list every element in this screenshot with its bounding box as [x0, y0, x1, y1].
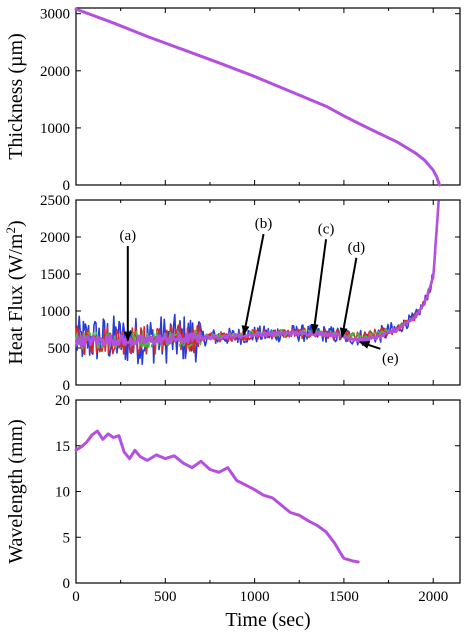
y-tick-label: 1000 — [40, 304, 70, 320]
annotation-label: (c) — [318, 221, 335, 237]
y-tick-label: 0 — [63, 178, 71, 194]
y-tick-label: 0 — [63, 378, 71, 394]
y-tick-label: 3000 — [40, 7, 70, 23]
x-tick-label: 0 — [72, 589, 80, 605]
y-tick-label: 2000 — [40, 64, 70, 80]
annotation-label: (d) — [348, 240, 366, 256]
y-tick-label: 1500 — [40, 267, 70, 283]
wavelength-panel: 0 500 1000 1500 2000 0 5 10 15 20 Wavelength (mm) T… — [5, 393, 461, 631]
y-tick-label: 1000 — [40, 121, 70, 137]
series-line — [74, 200, 440, 348]
annotation-arrow — [310, 239, 328, 335]
y-tick-label: 2000 — [40, 230, 70, 246]
x-axis-label: Time (sec) — [225, 609, 310, 631]
y-tick-label: 5 — [63, 530, 71, 546]
thickness-panel: 0 1000 2000 3000 Thickness (µm) — [5, 7, 461, 194]
plot-frame — [75, 399, 461, 584]
annotation-arrow — [359, 341, 381, 350]
annotation-arrow — [339, 257, 358, 338]
annotation-label: (e) — [382, 351, 399, 367]
x-tick-label: 2000 — [418, 589, 448, 605]
y-tick-label: 10 — [55, 485, 70, 501]
y-tick-label: 15 — [55, 439, 70, 455]
y-axis-label: Thickness (µm) — [5, 33, 27, 160]
plot-frame — [75, 7, 461, 186]
y-tick-label: 500 — [48, 341, 71, 357]
y-axis-label: Wavelength (mm) — [5, 419, 27, 563]
plot-frame — [75, 199, 461, 386]
annotation-arrow — [241, 233, 265, 336]
y-axis-label: Heat Flux (W/m2) — [3, 220, 28, 364]
y-tick-label: 0 — [63, 576, 71, 592]
annotation-label: (a) — [119, 228, 136, 244]
heat-flux-panel: 0 500 1000 1500 2000 2500 (a) (b) (c) (d) (e) Heat … — [3, 193, 461, 394]
x-tick-label: 500 — [154, 589, 177, 605]
y-tick-label: 20 — [55, 393, 70, 409]
series-line — [75, 202, 440, 350]
y-tick-label: 2500 — [40, 193, 70, 209]
annotation-label: (b) — [255, 216, 273, 232]
series-line — [74, 7, 441, 187]
x-tick-label: 1000 — [240, 589, 270, 605]
series-line — [74, 429, 360, 564]
x-tick-label: 1500 — [329, 589, 359, 605]
